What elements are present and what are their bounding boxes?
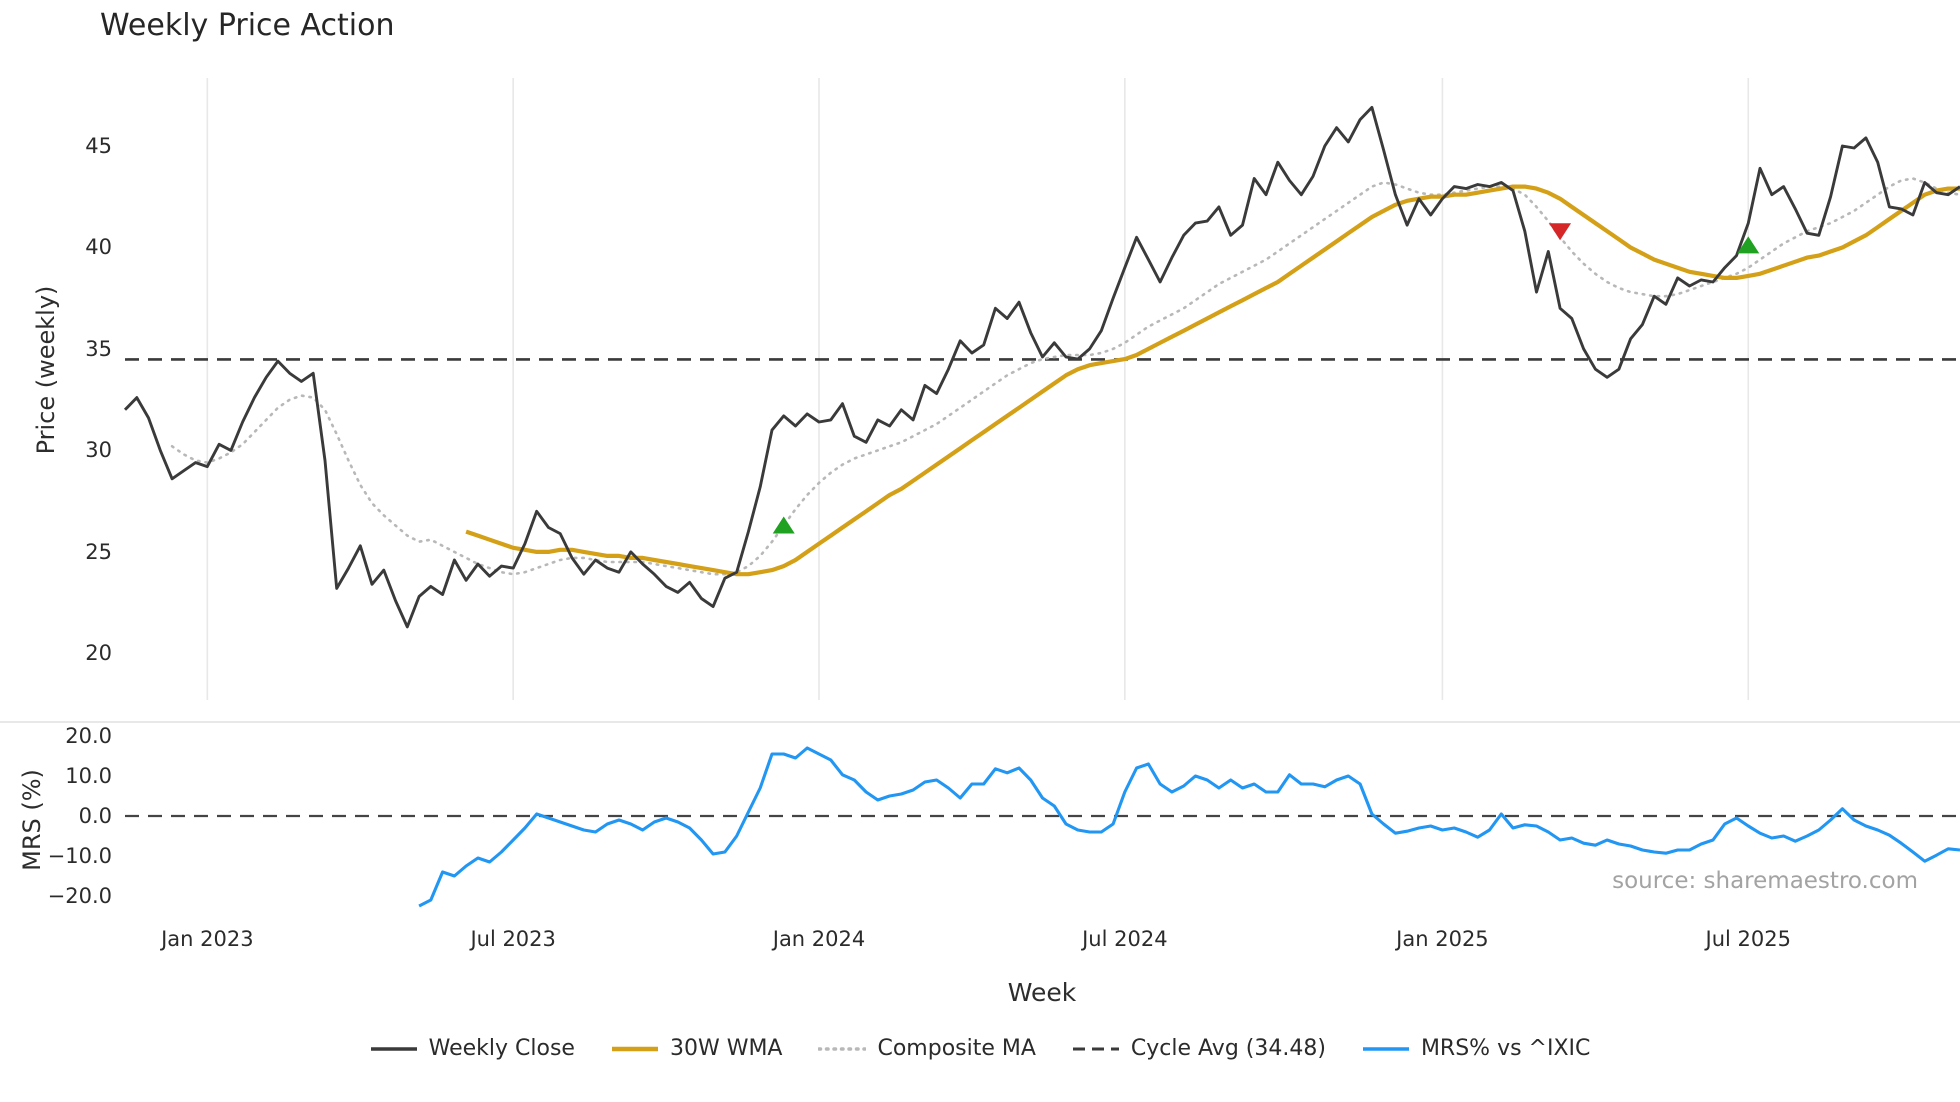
series-mrs-vs-ixic: [418, 746, 1960, 908]
sell-signal-marker: [1549, 223, 1572, 241]
solid-line-swatch-icon: [370, 1046, 417, 1051]
x-tick-5: Jul 2025: [1705, 927, 1791, 951]
legend-item-cycle-avg-34-48-: Cycle Avg (34.48): [1072, 1036, 1326, 1061]
x-tick-4: Jan 2025: [1396, 927, 1489, 951]
buy-signal-marker: [772, 516, 795, 534]
x-tick-1: Jul 2023: [470, 927, 556, 951]
legend: Weekly Close 30W WMA Composite MA Cycle Avg…: [0, 1036, 1960, 1061]
legend-label: Composite MA: [877, 1036, 1036, 1061]
chart-title: Weekly Price Action: [100, 8, 395, 43]
legend-label: Weekly Close: [428, 1036, 575, 1061]
x-tick-0: Jan 2023: [161, 927, 254, 951]
series-30w-wma: [465, 184, 1960, 577]
legend-label: MRS% vs ^IXIC: [1420, 1036, 1591, 1061]
mrs-tick--20: −20.0: [47, 884, 112, 908]
series-composite-ma: [170, 177, 1960, 576]
price-tick-40: 40: [85, 235, 112, 260]
mrs-tick-20: 20.0: [65, 724, 112, 748]
x-tick-3: Jul 2024: [1082, 927, 1168, 951]
solid-line-swatch-icon: [611, 1046, 658, 1051]
buy-signal-marker: [1737, 236, 1760, 254]
dotted-line-swatch-icon: [818, 1046, 867, 1051]
mrs-tick--10: −10.0: [47, 844, 112, 868]
legend-item-30w-wma: 30W WMA: [611, 1036, 783, 1061]
price-tick-45: 45: [85, 133, 112, 158]
price-tick-20: 20: [85, 641, 112, 666]
legend-item-weekly-close: Weekly Close: [370, 1036, 575, 1061]
x-tick-2: Jan 2024: [772, 927, 866, 951]
x-axis-label: Week: [1007, 978, 1077, 1007]
mrs-tick-10: 10.0: [65, 764, 112, 788]
series-weekly-close: [123, 105, 1960, 629]
source-watermark: source: sharemaestro.com: [1612, 868, 1918, 894]
price-axis-label: Price (weekly): [32, 285, 60, 455]
price-tick-25: 25: [85, 539, 112, 564]
price-tick-30: 30: [85, 438, 112, 463]
legend-label: 30W WMA: [669, 1036, 783, 1061]
price-tick-35: 35: [85, 336, 112, 361]
legend-item-mrs-vs-ixic: MRS% vs ^IXIC: [1362, 1036, 1590, 1061]
solid-line-swatch-icon: [1362, 1046, 1409, 1051]
dashed-line-swatch-icon: [1072, 1047, 1119, 1050]
legend-label: Cycle Avg (34.48): [1130, 1036, 1326, 1061]
mrs-tick-0: 0.0: [78, 804, 112, 828]
legend-item-composite-ma: Composite MA: [818, 1036, 1036, 1061]
